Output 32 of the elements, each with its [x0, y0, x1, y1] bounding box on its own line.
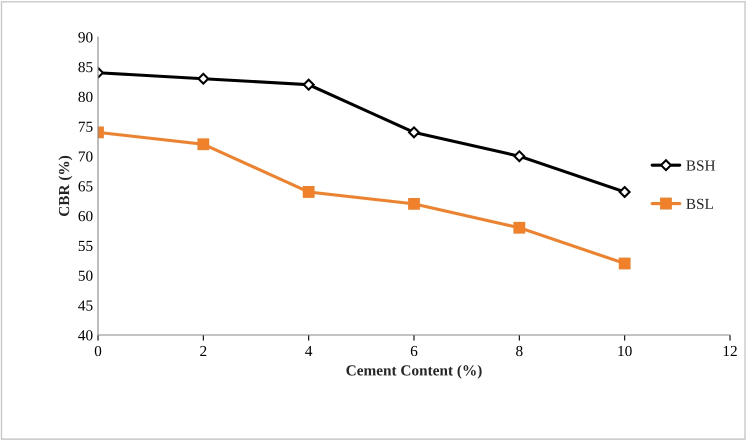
point	[513, 222, 526, 234]
x-tick-label: 6	[410, 346, 418, 356]
y-axis-title: CBR (%)	[58, 156, 72, 216]
point	[618, 258, 631, 270]
y-tick-label: 45	[78, 300, 93, 311]
y-tick-label: 70	[78, 151, 93, 162]
x-tick-label: 12	[724, 346, 737, 356]
y-tick-label: 50	[78, 270, 93, 281]
x-tick-label: 2	[200, 346, 206, 356]
y-tick-label: 60	[78, 210, 93, 222]
point	[408, 198, 420, 210]
point	[197, 138, 210, 150]
point	[197, 72, 210, 85]
point	[513, 150, 526, 162]
x-tick-label: 4	[305, 346, 312, 356]
y-tick-label: 40	[78, 330, 93, 340]
x-tick-label: 8	[516, 346, 523, 356]
point	[302, 78, 315, 91]
x-axis-title: Cement Content (%)	[346, 364, 482, 379]
x-tick-label: 0	[94, 346, 102, 356]
x-tick-label: 10	[618, 346, 632, 356]
point	[408, 126, 420, 138]
point	[618, 186, 631, 198]
y-tick-label: 90	[78, 32, 93, 42]
y-tick-label: 75	[78, 122, 93, 132]
y-tick-label: 65	[78, 181, 93, 192]
legend-label: BSH	[686, 160, 716, 171]
y-tick-label: 80	[78, 92, 93, 102]
y-tick-label: 55	[78, 240, 93, 252]
point	[302, 186, 315, 198]
y-tick-label: 85	[78, 62, 93, 72]
legend-label: BSL	[686, 198, 713, 210]
